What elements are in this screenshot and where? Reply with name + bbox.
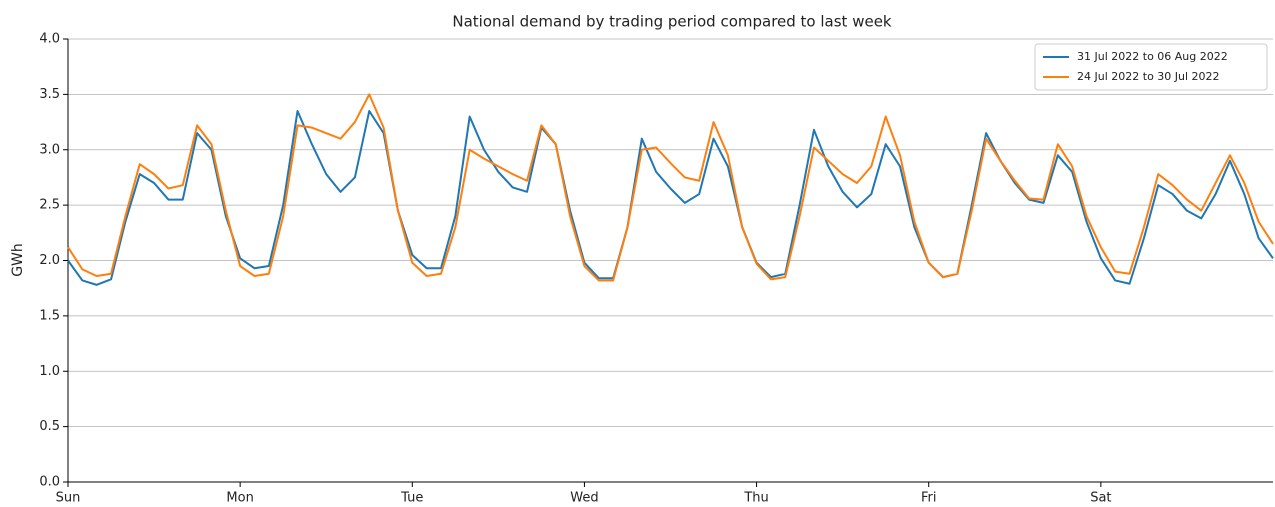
y-tick-label: 3.5 — [39, 87, 60, 102]
y-tick-label: 3.0 — [39, 142, 60, 157]
x-tick-label: Sun — [56, 491, 81, 506]
x-tick-label: Mon — [226, 491, 253, 506]
legend: 31 Jul 2022 to 06 Aug 2022 24 Jul 2022 to… — [1034, 43, 1268, 91]
y-axis-label: GWh — [10, 243, 26, 277]
series-line — [67, 93, 1274, 282]
x-tick-label: Thu — [743, 491, 768, 506]
legend-label: 24 Jul 2022 to 30 Jul 2022 — [1077, 70, 1220, 83]
x-tick-label: Wed — [570, 491, 598, 506]
y-tick-label: 4.0 — [39, 32, 60, 47]
x-tick-label: Fri — [921, 491, 937, 506]
y-tick-label: 0.0 — [39, 475, 60, 490]
y-tick-label: 2.5 — [39, 198, 60, 213]
y-tick-label: 1.0 — [39, 364, 60, 379]
series-line — [67, 109, 1274, 286]
y-tick-label: 0.5 — [39, 419, 60, 434]
legend-label: 31 Jul 2022 to 06 Aug 2022 — [1077, 50, 1228, 63]
legend-box — [1034, 43, 1268, 91]
y-tick-label: 1.5 — [39, 308, 60, 323]
chart-title: National demand by trading period compar… — [452, 13, 892, 31]
y-tick-label: 2.0 — [39, 253, 60, 268]
x-tick-label: Sat — [1090, 491, 1111, 506]
x-tick-label: Tue — [400, 491, 423, 506]
